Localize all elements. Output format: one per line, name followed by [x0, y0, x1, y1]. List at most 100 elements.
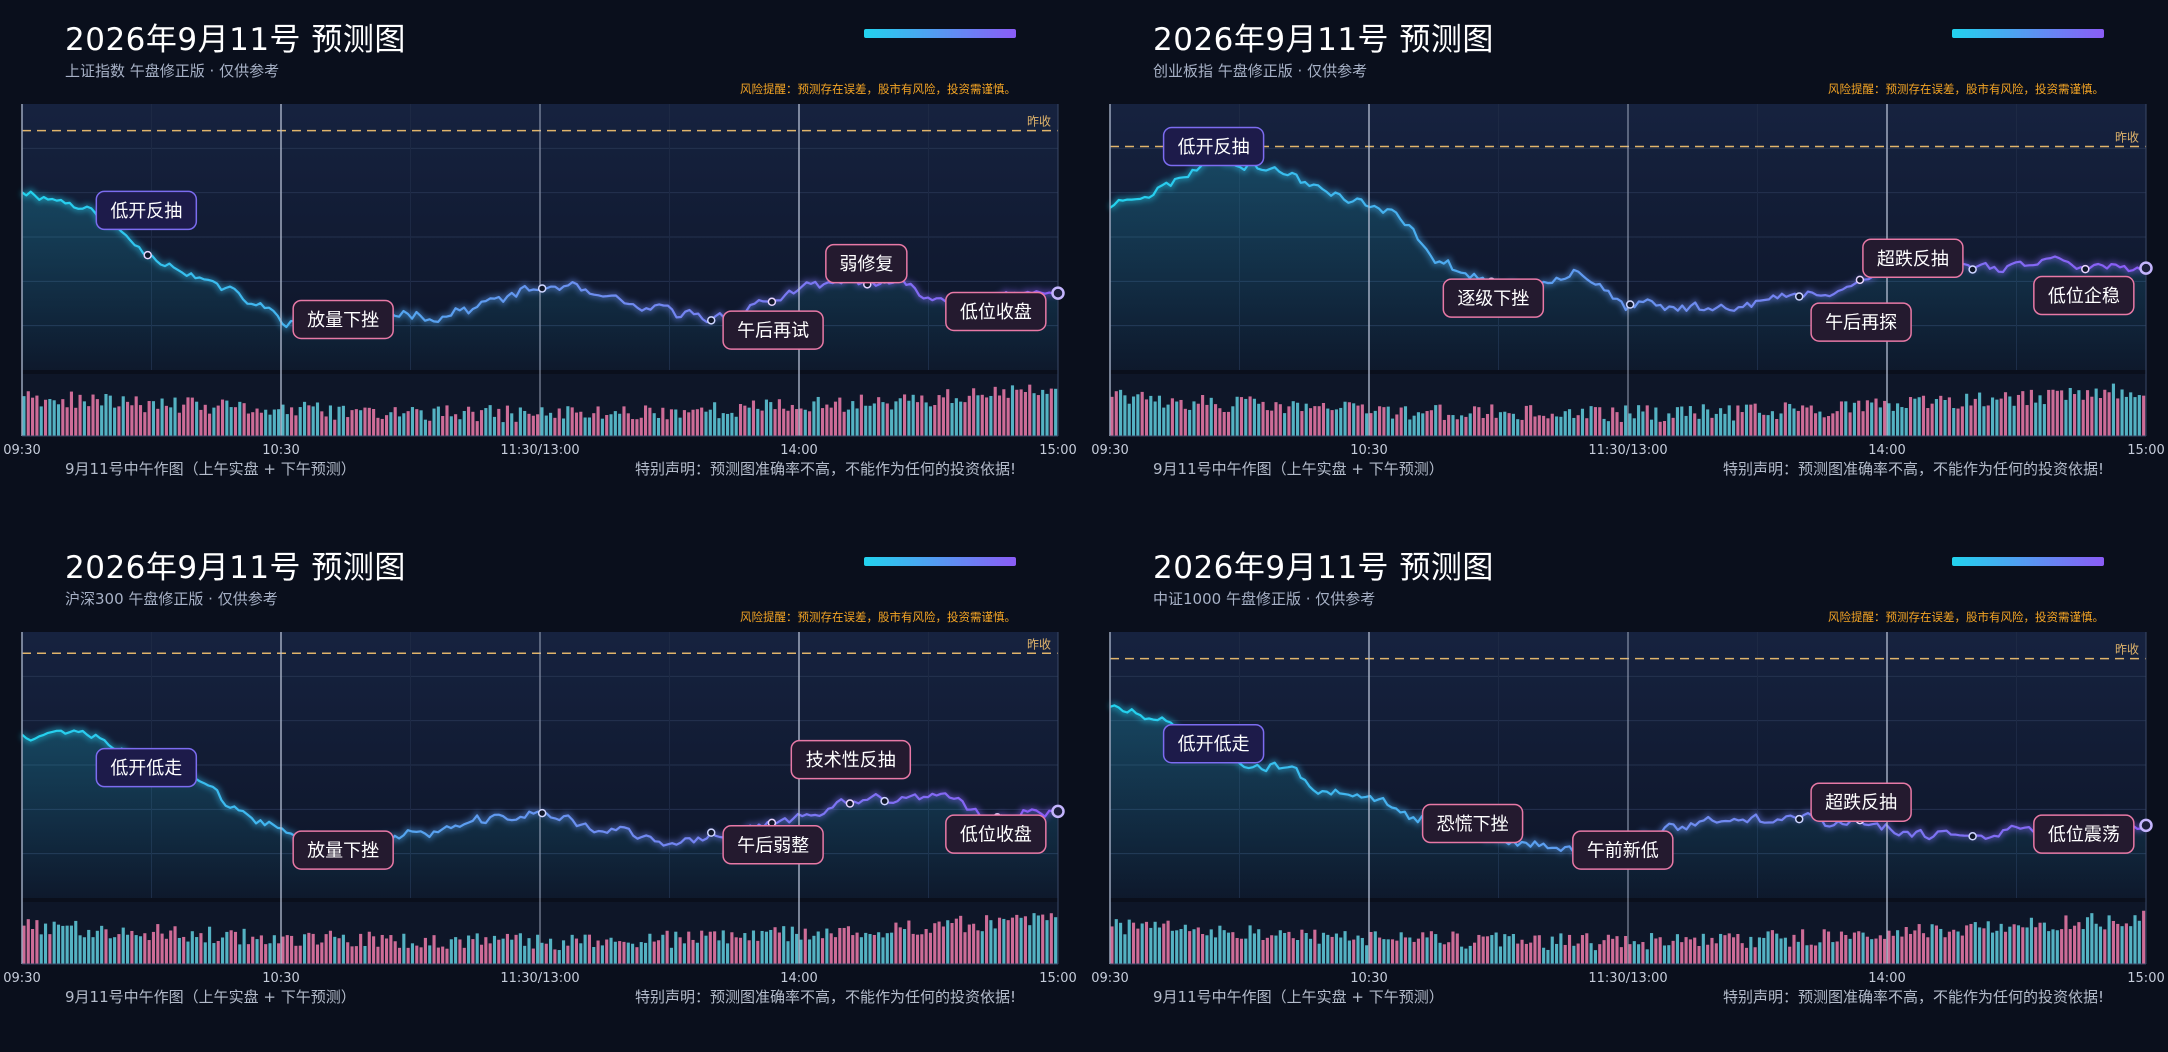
- volume-bar: [561, 418, 566, 436]
- volume-bar: [1127, 919, 1131, 964]
- volume-bar: [203, 404, 207, 436]
- volume-bar: [272, 935, 276, 964]
- volume-bar: [920, 395, 924, 436]
- volume-bar: [315, 402, 320, 436]
- volume-bar: [1330, 410, 1334, 436]
- volume-bar: [1593, 950, 1597, 964]
- volume-bar: [1939, 928, 1943, 964]
- volume-bar: [333, 936, 337, 964]
- end-point: [1051, 804, 1065, 819]
- volume-bar: [324, 934, 328, 964]
- volume-bar: [1671, 940, 1675, 964]
- volume-bar: [786, 410, 790, 436]
- volume-bar: [69, 925, 73, 964]
- volume-bar: [760, 410, 764, 436]
- volume-bar: [544, 415, 548, 436]
- volume-bar: [134, 396, 138, 436]
- volume-bar: [2116, 398, 2120, 436]
- volume-bar: [156, 924, 160, 964]
- volume-bar: [1119, 922, 1123, 964]
- volume-bar: [277, 409, 281, 436]
- volume-bar: [294, 945, 298, 964]
- volume-bar: [281, 936, 285, 964]
- volume-bar: [907, 920, 911, 964]
- volume-bar: [583, 417, 587, 436]
- volume-bar: [1347, 402, 1351, 436]
- volume-bar: [1110, 396, 1114, 436]
- volume-bar: [881, 402, 885, 436]
- chart-title: 2026年9月11号 预测图: [65, 550, 406, 586]
- session-dot: [1968, 265, 1977, 274]
- volume-bar: [1360, 404, 1364, 436]
- volume-bar: [2137, 920, 2141, 964]
- volume-bar: [587, 417, 591, 436]
- annotation-text: 放量下挫: [307, 841, 379, 862]
- volume-bar: [1421, 413, 1425, 436]
- volume-bar: [1602, 940, 1606, 964]
- disclaimer: 特别声明：预测图准确率不高，不能作为任何的投资依据!: [634, 988, 1016, 1006]
- volume-bar: [1274, 935, 1278, 964]
- volume-bar: [428, 945, 432, 964]
- volume-bar: [518, 407, 522, 436]
- volume-bar: [1861, 411, 1865, 436]
- volume-bar: [1403, 937, 1408, 964]
- volume-bar: [380, 934, 384, 964]
- volume-bar: [1304, 403, 1308, 436]
- volume-bar: [777, 399, 781, 436]
- volume-bar: [203, 942, 207, 964]
- volume-bar: [1399, 932, 1403, 964]
- volume-bar: [1222, 930, 1226, 964]
- volume-bar: [1740, 412, 1744, 436]
- volume-bar: [820, 408, 825, 436]
- volume-bar: [1926, 408, 1930, 436]
- volume-bar: [1455, 933, 1459, 964]
- volume-bar: [1831, 942, 1835, 964]
- volume-bar: [1144, 399, 1149, 436]
- volume-bar: [1956, 931, 1960, 964]
- volume-bar: [773, 409, 777, 436]
- volume-bar: [1943, 400, 1947, 436]
- prev-close-label: 昨收: [2115, 131, 2139, 145]
- volume-bar: [1131, 922, 1136, 964]
- volume-bar: [985, 397, 989, 436]
- volume-bar: [1416, 938, 1420, 964]
- volume-bar: [467, 935, 471, 964]
- volume-bar: [656, 417, 661, 436]
- volume-bar: [527, 413, 531, 436]
- volume-bar: [1589, 943, 1593, 964]
- volume-bar: [682, 943, 686, 964]
- volume-bar: [1839, 401, 1844, 436]
- volume-bar: [2124, 923, 2128, 964]
- volume-bar: [1606, 421, 1610, 436]
- volume-bar: [721, 413, 725, 436]
- volume-bar: [859, 937, 863, 964]
- volume-bar: [1477, 407, 1481, 436]
- volume-bar: [1675, 407, 1679, 436]
- volume-bar: [1550, 936, 1554, 964]
- volume-bar: [583, 934, 587, 964]
- volume-bar: [1908, 933, 1913, 964]
- volume-bar: [1580, 408, 1585, 436]
- volume-bar: [1036, 395, 1040, 436]
- volume-bar: [113, 937, 117, 964]
- volume-bar: [1473, 942, 1477, 964]
- volume-bar: [1360, 937, 1364, 964]
- volume-bar: [160, 933, 164, 964]
- volume-bar: [1943, 937, 1947, 964]
- volume-bar: [1524, 405, 1528, 436]
- volume-bar: [1503, 934, 1507, 964]
- volume-bar: [1982, 928, 1986, 964]
- annotation-box: [2033, 814, 2135, 854]
- volume-bar: [1235, 396, 1239, 436]
- volume-bar: [1196, 927, 1200, 964]
- volume-bar: [1667, 945, 1671, 964]
- volume-bar: [1878, 407, 1882, 436]
- volume-bar: [1511, 933, 1515, 964]
- annotation-label: 低位企稳: [2033, 275, 2135, 316]
- volume-bar: [1326, 408, 1330, 436]
- volume-bar: [78, 394, 82, 436]
- volume-bar: [1632, 418, 1636, 436]
- volume-bar: [1934, 925, 1938, 964]
- annotation-point: [1855, 275, 1865, 285]
- volume-bar: [1429, 410, 1433, 436]
